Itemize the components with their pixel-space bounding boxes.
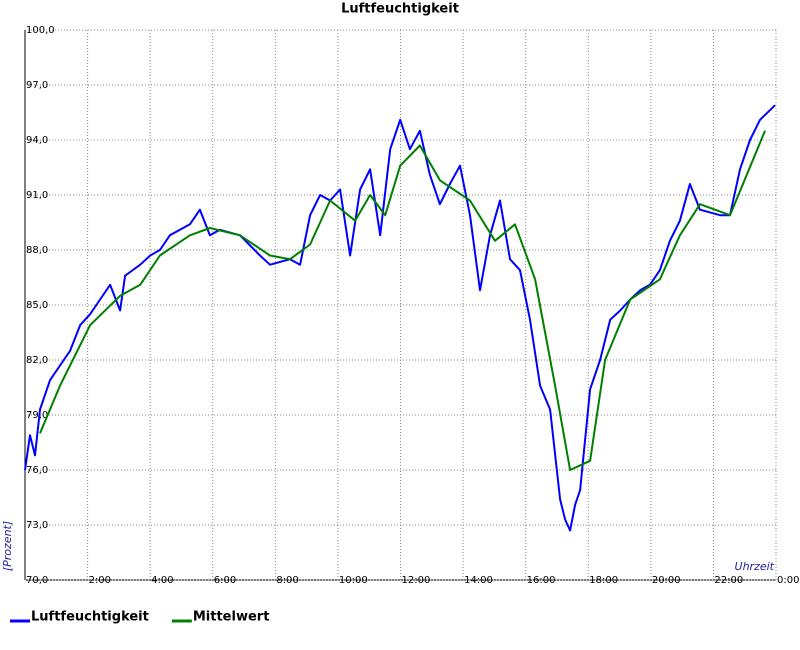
x-tick-label: 10:00: [339, 575, 368, 586]
x-tick-label: 2:00: [89, 575, 111, 586]
chart-title: Luftfeuchtigkeit: [341, 2, 459, 17]
y-tick-label: 97,0: [26, 80, 48, 91]
x-tick-label: 6:00: [214, 575, 236, 586]
series-line: [24, 104, 776, 532]
legend-label: Mittelwert: [193, 610, 270, 625]
y-tick-label: 88,0: [26, 245, 48, 256]
x-tick-label: 12:00: [402, 575, 431, 586]
y-tick-label: 82,0: [26, 355, 48, 366]
y-axis-label: [Prozent]: [1, 521, 14, 571]
y-tick-label: 70,0: [26, 575, 48, 586]
y-tick-label: 85,0: [26, 300, 48, 311]
series-line: [39, 130, 766, 471]
y-tick-label: 73,0: [26, 520, 48, 531]
x-tick-label: 16:00: [527, 575, 556, 586]
x-tick-label: 4:00: [151, 575, 173, 586]
legend-label: Luftfeuchtigkeit: [31, 610, 149, 625]
y-tick-label: 91,0: [26, 190, 48, 201]
x-tick-label: 20:00: [652, 575, 681, 586]
y-tick-label: 100,0: [26, 25, 55, 36]
x-tick-label: 0:00: [777, 575, 799, 586]
x-tick-label: 22:00: [714, 575, 743, 586]
x-axis-label: Uhrzeit: [735, 560, 775, 573]
x-tick-label: 18:00: [589, 575, 618, 586]
x-tick-label: 14:00: [464, 575, 493, 586]
y-tick-label: 76,0: [26, 465, 48, 476]
x-tick-label: 8:00: [276, 575, 298, 586]
y-tick-label: 79,0: [26, 410, 48, 421]
y-tick-label: 94,0: [26, 135, 48, 146]
